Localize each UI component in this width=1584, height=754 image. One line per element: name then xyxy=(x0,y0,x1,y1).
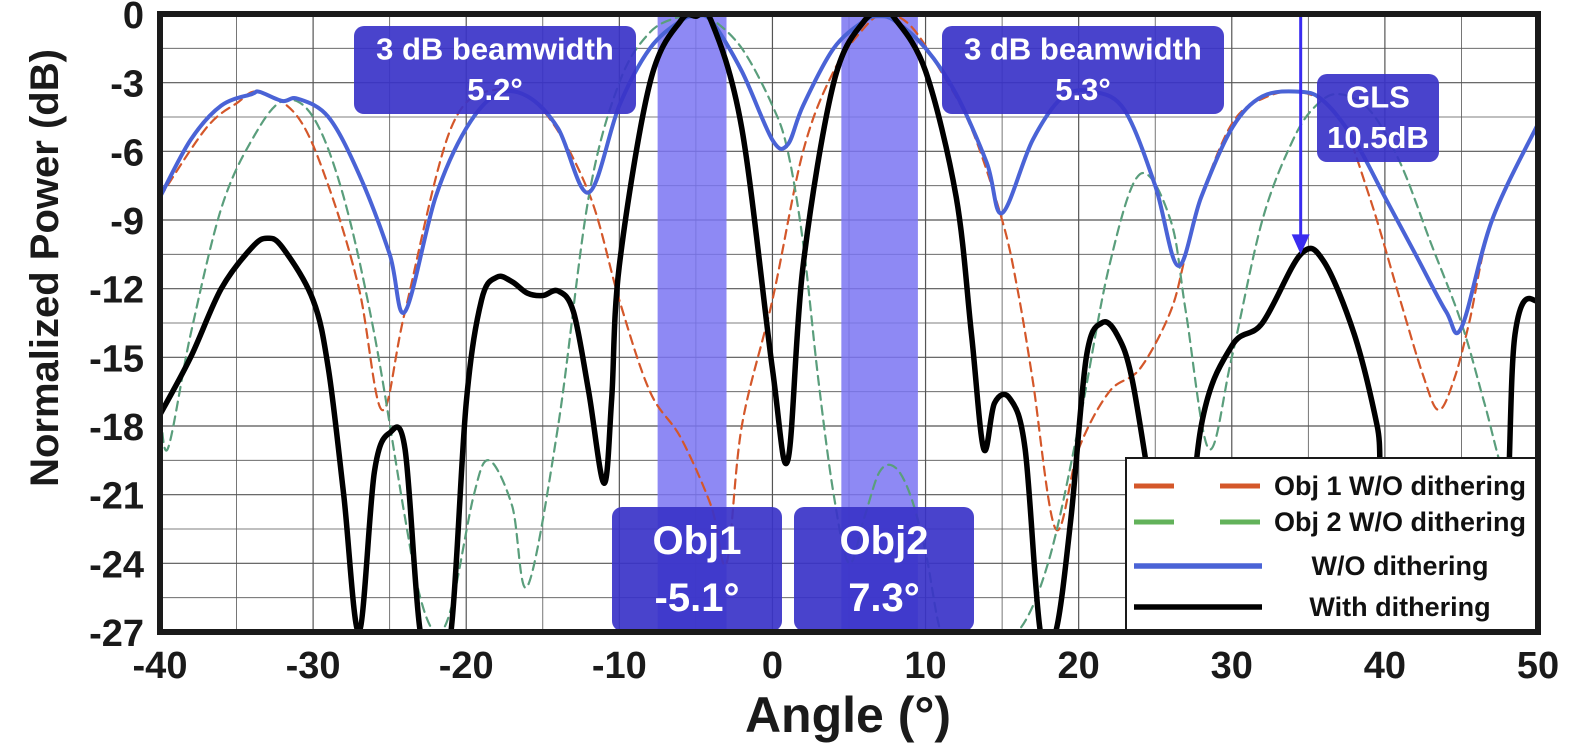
obj2-box-line2: 7.3° xyxy=(848,576,920,620)
gls-box: GLS 10.5dB xyxy=(1317,74,1439,162)
x-tick-label: 20 xyxy=(1058,645,1100,687)
obj1-box-line2: -5.1° xyxy=(655,576,740,620)
y-tick-labels: 0 -3 -6 -9 -12 -15 -18 -21 -24 -27 xyxy=(89,0,144,655)
gls-box-line1: GLS xyxy=(1346,79,1410,114)
y-tick-label: -12 xyxy=(89,270,144,312)
obj2-box: Obj2 7.3° xyxy=(794,507,974,631)
legend-label: Obj 2 W/O dithering xyxy=(1274,507,1526,537)
x-tick-label: -40 xyxy=(133,645,188,687)
obj2-box-line1: Obj2 xyxy=(840,519,929,563)
gls-arrow-head xyxy=(1291,234,1310,255)
obj2-box-bg xyxy=(794,507,974,631)
gls-arrow xyxy=(1291,14,1310,255)
beamwidth-box-2: 3 dB beamwidth 5.3° xyxy=(942,26,1224,114)
y-tick-label: -6 xyxy=(110,132,144,174)
y-tick-label: -3 xyxy=(110,64,144,106)
y-tick-label: -9 xyxy=(110,201,144,243)
x-tick-label: 0 xyxy=(762,645,783,687)
gls-box-bg xyxy=(1317,74,1439,162)
x-tick-label: 30 xyxy=(1211,645,1253,687)
beamwidth-box-2-line1: 3 dB beamwidth xyxy=(964,31,1202,66)
x-tick-label: 10 xyxy=(904,645,946,687)
obj1-box-bg xyxy=(612,507,782,631)
legend-box xyxy=(1125,457,1539,633)
x-tick-label: 50 xyxy=(1517,645,1559,687)
beamwidth-box-1-line2: 5.2° xyxy=(467,72,523,107)
beamwidth-box-1-bg xyxy=(354,26,636,114)
y-axis-label: Normalized Power (dB) xyxy=(23,49,67,487)
y-tick-label: -21 xyxy=(89,476,144,518)
legend-label: Obj 1 W/O dithering xyxy=(1274,471,1526,501)
series-without-dithering xyxy=(160,14,1538,336)
x-tick-label: 40 xyxy=(1364,645,1406,687)
x-tick-label: -30 xyxy=(286,645,341,687)
legend-label: W/O dithering xyxy=(1312,551,1489,581)
x-tick-label: -10 xyxy=(592,645,647,687)
annotation-boxes: 3 dB beamwidth 5.2° 3 dB beamwidth 5.3° GLS 1… xyxy=(354,26,1439,631)
obj1-box-line1: Obj1 xyxy=(653,519,742,563)
beamwidth-box-2-bg xyxy=(942,26,1224,114)
beamwidth-box-2-line2: 5.3° xyxy=(1055,72,1111,107)
x-axis-label: Angle (°) xyxy=(745,687,951,743)
y-tick-label: -24 xyxy=(89,544,144,586)
plot-frame xyxy=(157,11,1541,635)
gls-box-line2: 10.5dB xyxy=(1327,120,1429,155)
series-obj2-without-dithering xyxy=(160,14,1538,632)
y-tick-label: 0 xyxy=(123,0,144,37)
x-tick-label: -20 xyxy=(439,645,494,687)
legend: Obj 1 W/O dithering Obj 2 W/O dithering W/… xyxy=(1125,457,1539,633)
beamwidth-box-1: 3 dB beamwidth 5.2° xyxy=(354,26,636,114)
y-tick-label: -27 xyxy=(89,613,144,655)
legend-label: With dithering xyxy=(1309,592,1490,622)
y-tick-label: -18 xyxy=(89,407,144,449)
y-tick-label: -15 xyxy=(89,338,144,380)
x-tick-labels: -40 -30 -20 -10 0 10 20 30 40 50 xyxy=(133,645,1560,687)
beamwidth-box-1-line1: 3 dB beamwidth xyxy=(376,31,614,66)
obj1-box: Obj1 -5.1° xyxy=(612,507,782,631)
